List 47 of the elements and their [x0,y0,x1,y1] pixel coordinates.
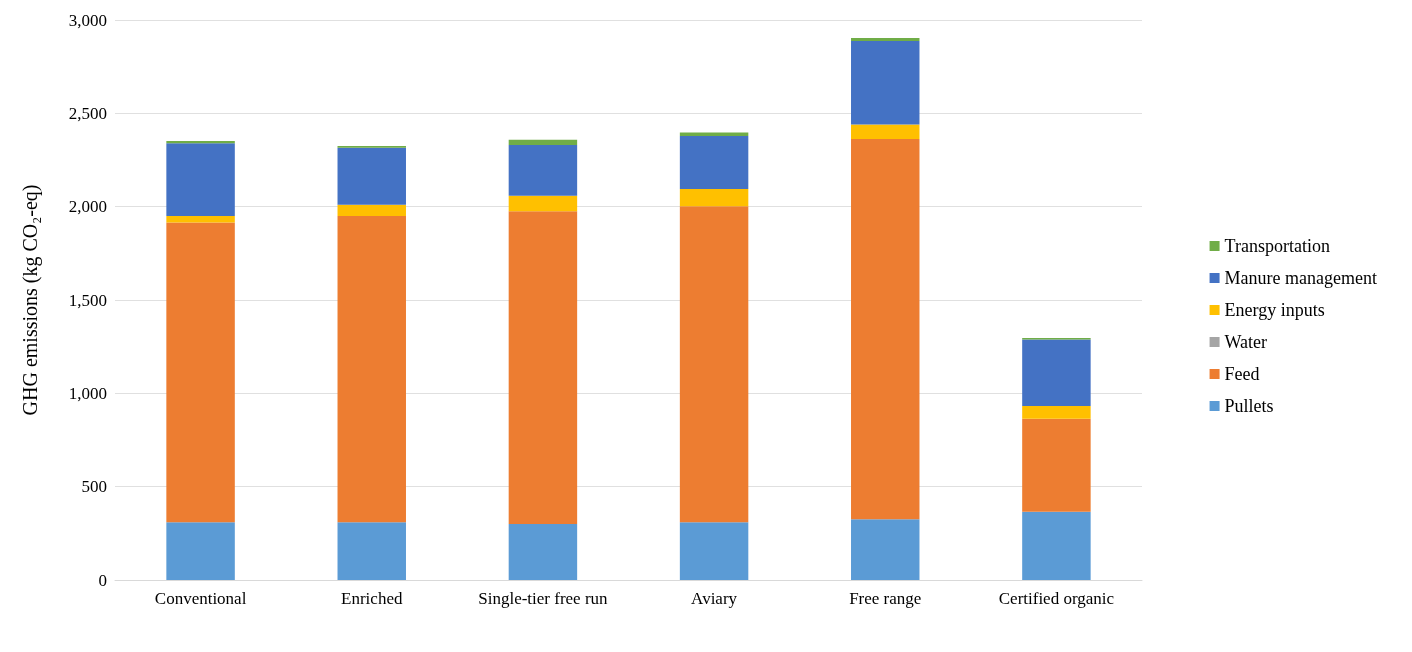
bar [508,211,578,524]
bar [851,519,920,580]
x-tick-label: Aviary [691,588,738,608]
y-tick-label: 500 [81,477,107,497]
bar [1022,511,1091,580]
bar [851,41,920,125]
legend-label: Pullets [1224,396,1274,416]
x-tick-label: Free range [849,588,922,608]
bar [851,38,920,42]
legend-label: Feed [1224,364,1260,384]
bar [166,216,235,223]
legend-label: Water [1224,332,1268,352]
bar [337,204,406,216]
y-tick-label: 2,000 [68,197,107,217]
bar [508,139,578,145]
legend-label: Energy inputs [1224,300,1325,320]
bar [1022,418,1091,512]
bar [337,522,406,580]
y-tick-label: 0 [98,570,107,590]
y-tick-label: 3,000 [68,10,107,30]
legend-label: Transportation [1224,236,1330,256]
bar [166,140,235,144]
y-tick-label: 1,000 [68,383,107,403]
bar [679,188,749,207]
x-tick-label: Certified organic [998,588,1115,608]
bar [166,522,235,580]
x-tick-label: Single-tier free run [478,588,609,608]
y-axis-title: GHG emissions (kg CO₂-eq) [19,184,42,416]
bar [166,143,235,216]
x-tick-label: Enriched [341,588,403,608]
bar [337,147,406,205]
bar [851,124,920,140]
bar [679,522,749,580]
bar [508,144,578,196]
bar [851,139,920,520]
bar [508,524,578,580]
legend-label: Manure management [1224,268,1377,288]
bar [508,195,578,212]
bar [1022,339,1091,407]
bar [679,135,749,189]
bar [1022,406,1091,419]
bar [679,206,749,523]
y-tick-label: 2,500 [68,103,107,123]
bar [337,216,406,523]
x-tick-label: Conventional [154,588,247,608]
y-tick-label: 1,500 [68,290,107,310]
bar [166,222,235,523]
